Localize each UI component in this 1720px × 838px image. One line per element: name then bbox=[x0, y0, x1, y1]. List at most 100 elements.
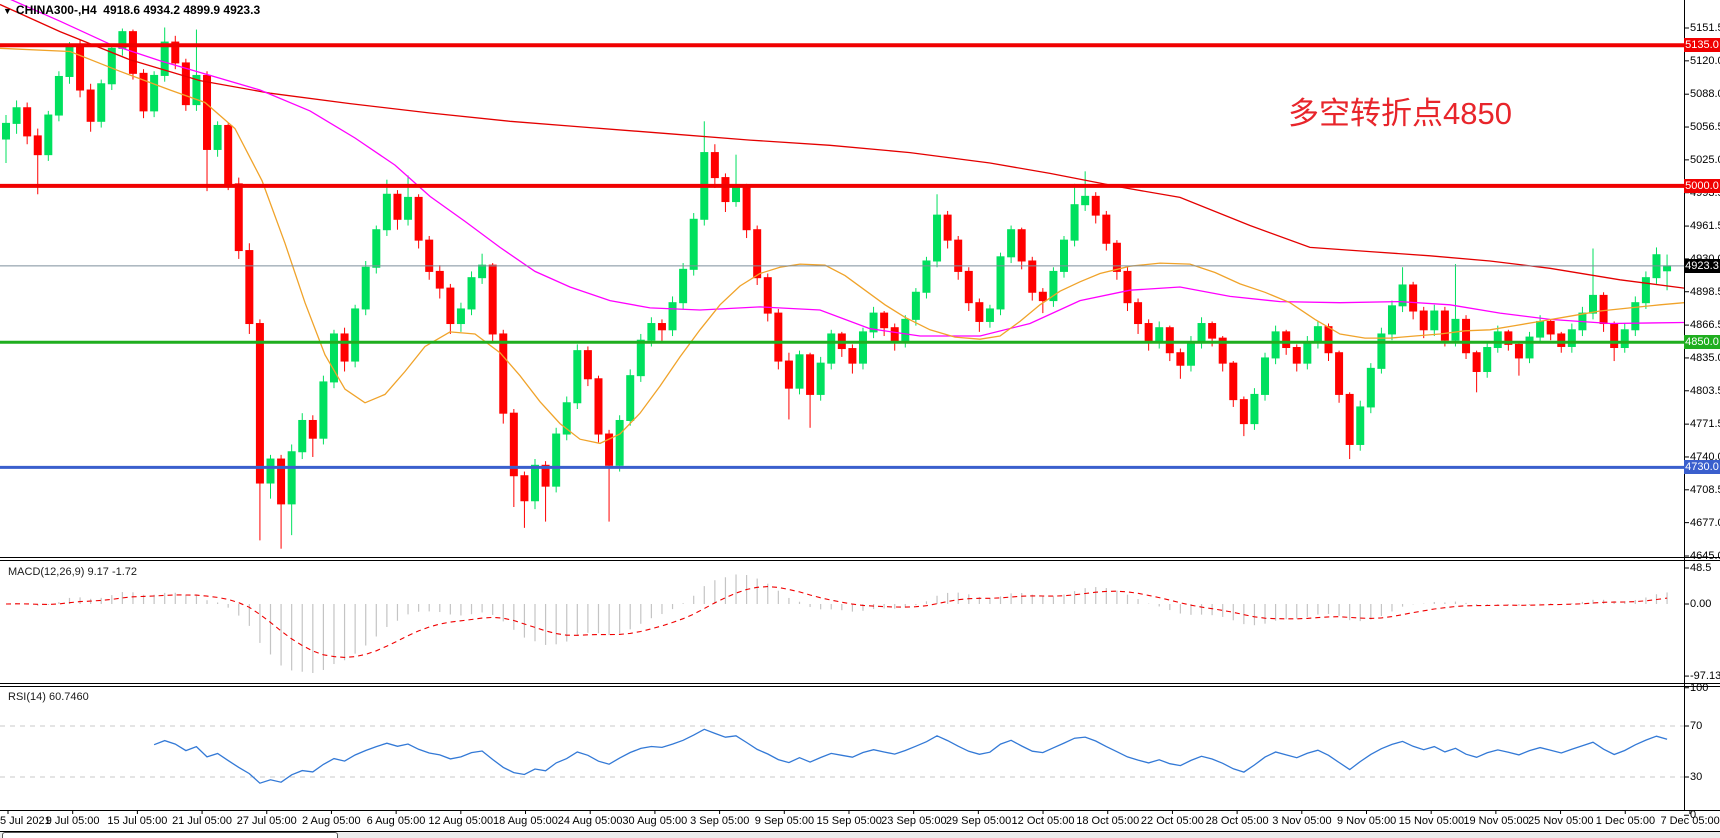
candle-body bbox=[1186, 341, 1195, 366]
candle-body bbox=[1250, 393, 1259, 425]
ohlc-readout: 4918.6 4934.2 4899.9 4923.3 bbox=[103, 3, 261, 17]
candle-body bbox=[1049, 270, 1058, 302]
candle-body bbox=[478, 264, 487, 279]
candle-body bbox=[372, 229, 381, 268]
h-scrollbar-thumb[interactable] bbox=[2, 832, 338, 838]
candle-body bbox=[23, 107, 32, 137]
candle-body bbox=[33, 135, 42, 156]
symbol-period-label: CHINA300-,H4 bbox=[15, 3, 97, 17]
time-axis-label: 18 Aug 05:00 bbox=[493, 815, 558, 827]
time-axis-label: 19 Nov 05:00 bbox=[1463, 815, 1529, 827]
time-axis-label: 3 Sep 05:00 bbox=[690, 815, 750, 827]
candle-body bbox=[827, 333, 836, 364]
candle-body bbox=[224, 124, 233, 185]
candle-body bbox=[901, 318, 910, 342]
candle-body bbox=[975, 302, 984, 322]
time-axis-label: 29 Sep 05:00 bbox=[945, 815, 1012, 827]
candle-body bbox=[763, 277, 772, 314]
rsi-tick-label: 0 bbox=[1690, 809, 1697, 822]
candle-body bbox=[382, 193, 391, 231]
candle-body bbox=[933, 214, 942, 262]
candle-body bbox=[340, 333, 349, 362]
macd-tick-label: 48.5 bbox=[1690, 562, 1712, 574]
time-axis-label: 2 Aug 05:00 bbox=[301, 815, 361, 827]
candle-body bbox=[1261, 357, 1270, 395]
time-axis-label: 12 Aug 05:00 bbox=[428, 815, 494, 827]
candle-body bbox=[869, 312, 878, 333]
candle-body bbox=[1123, 270, 1132, 304]
candle-body bbox=[1451, 318, 1460, 341]
candle-body bbox=[160, 41, 169, 76]
candle-body bbox=[552, 433, 561, 487]
rsi-tick-label: 100 bbox=[1690, 681, 1709, 694]
candle-body bbox=[1567, 329, 1576, 347]
candle-body bbox=[732, 187, 741, 203]
candle-body bbox=[499, 333, 508, 414]
candle-body bbox=[1313, 326, 1322, 343]
candle-body bbox=[710, 152, 719, 179]
candle-body bbox=[319, 381, 328, 439]
time-axis-label: 5 Jul 2021 bbox=[0, 815, 51, 827]
time-axis-label: 6 Aug 05:00 bbox=[366, 815, 426, 827]
candle-body bbox=[1060, 239, 1068, 272]
candle-body bbox=[1229, 362, 1238, 401]
candle-body bbox=[689, 218, 698, 270]
time-axis-label: 21 Jul 05:00 bbox=[172, 815, 232, 827]
rsi-tick-label: 70 bbox=[1690, 720, 1703, 732]
time-axis-label: 1 Dec 05:00 bbox=[1595, 815, 1656, 827]
price-tick-label: 5120.0 bbox=[1690, 54, 1720, 67]
candle-body bbox=[1557, 333, 1566, 347]
price-tick-label: 4708.5 bbox=[1690, 483, 1720, 496]
candle-body bbox=[298, 419, 307, 453]
price-tick-label: 4740.0 bbox=[1690, 450, 1720, 463]
price-tick-label: 4677.0 bbox=[1690, 516, 1720, 529]
symbol-dropdown-icon[interactable]: ▼ bbox=[3, 5, 12, 16]
candle-body bbox=[1271, 331, 1280, 359]
candle-body bbox=[65, 44, 74, 77]
price-tag-4850.0: 4850.0 bbox=[1684, 335, 1720, 350]
candle-body bbox=[858, 331, 867, 364]
candle-body bbox=[76, 44, 85, 91]
candle-body bbox=[605, 433, 614, 466]
ma-slow-line bbox=[0, 3, 1685, 289]
candle-body bbox=[1324, 326, 1333, 354]
candle-body bbox=[1292, 347, 1301, 364]
candle-body bbox=[668, 302, 677, 331]
candle-body bbox=[150, 74, 159, 112]
candle-body bbox=[308, 419, 317, 439]
candle-body bbox=[1599, 294, 1608, 325]
price-tag-5135.0: 5135.0 bbox=[1684, 38, 1720, 53]
time-axis-label: 28 Oct 05:00 bbox=[1205, 815, 1269, 827]
time-axis-label: 23 Sep 05:00 bbox=[881, 815, 947, 827]
candle-body bbox=[562, 402, 571, 435]
candle-body bbox=[435, 270, 444, 289]
time-axis-label: 25 Nov 05:00 bbox=[1528, 815, 1594, 827]
price-tick-label: 5088.0 bbox=[1690, 88, 1720, 101]
candle-body bbox=[12, 107, 21, 124]
candle-body bbox=[985, 308, 994, 322]
candle-body bbox=[467, 277, 476, 310]
ma-medium-line bbox=[10, 0, 1685, 337]
h-scrollbar-track[interactable] bbox=[0, 832, 1720, 838]
ma-fast-line bbox=[0, 47, 1685, 445]
candle-body bbox=[1345, 393, 1354, 445]
candle-body bbox=[531, 464, 539, 502]
candle-body bbox=[964, 270, 973, 304]
candle-body bbox=[255, 323, 264, 484]
candle-body bbox=[784, 360, 793, 389]
candle-body bbox=[245, 250, 254, 325]
candle-body bbox=[774, 312, 783, 362]
candle-body bbox=[1208, 323, 1217, 339]
candle-body bbox=[425, 239, 434, 272]
candle-body bbox=[806, 354, 815, 395]
candle-body bbox=[456, 308, 465, 325]
macd-tick-label: 0.00 bbox=[1690, 598, 1712, 610]
candle-body bbox=[1335, 352, 1344, 395]
candle-body bbox=[1176, 352, 1185, 366]
candle-body bbox=[1536, 320, 1545, 338]
rsi-header: RSI(14) 60.7460 bbox=[8, 691, 89, 703]
candle-body bbox=[1620, 329, 1629, 349]
candle-body bbox=[1017, 229, 1026, 262]
